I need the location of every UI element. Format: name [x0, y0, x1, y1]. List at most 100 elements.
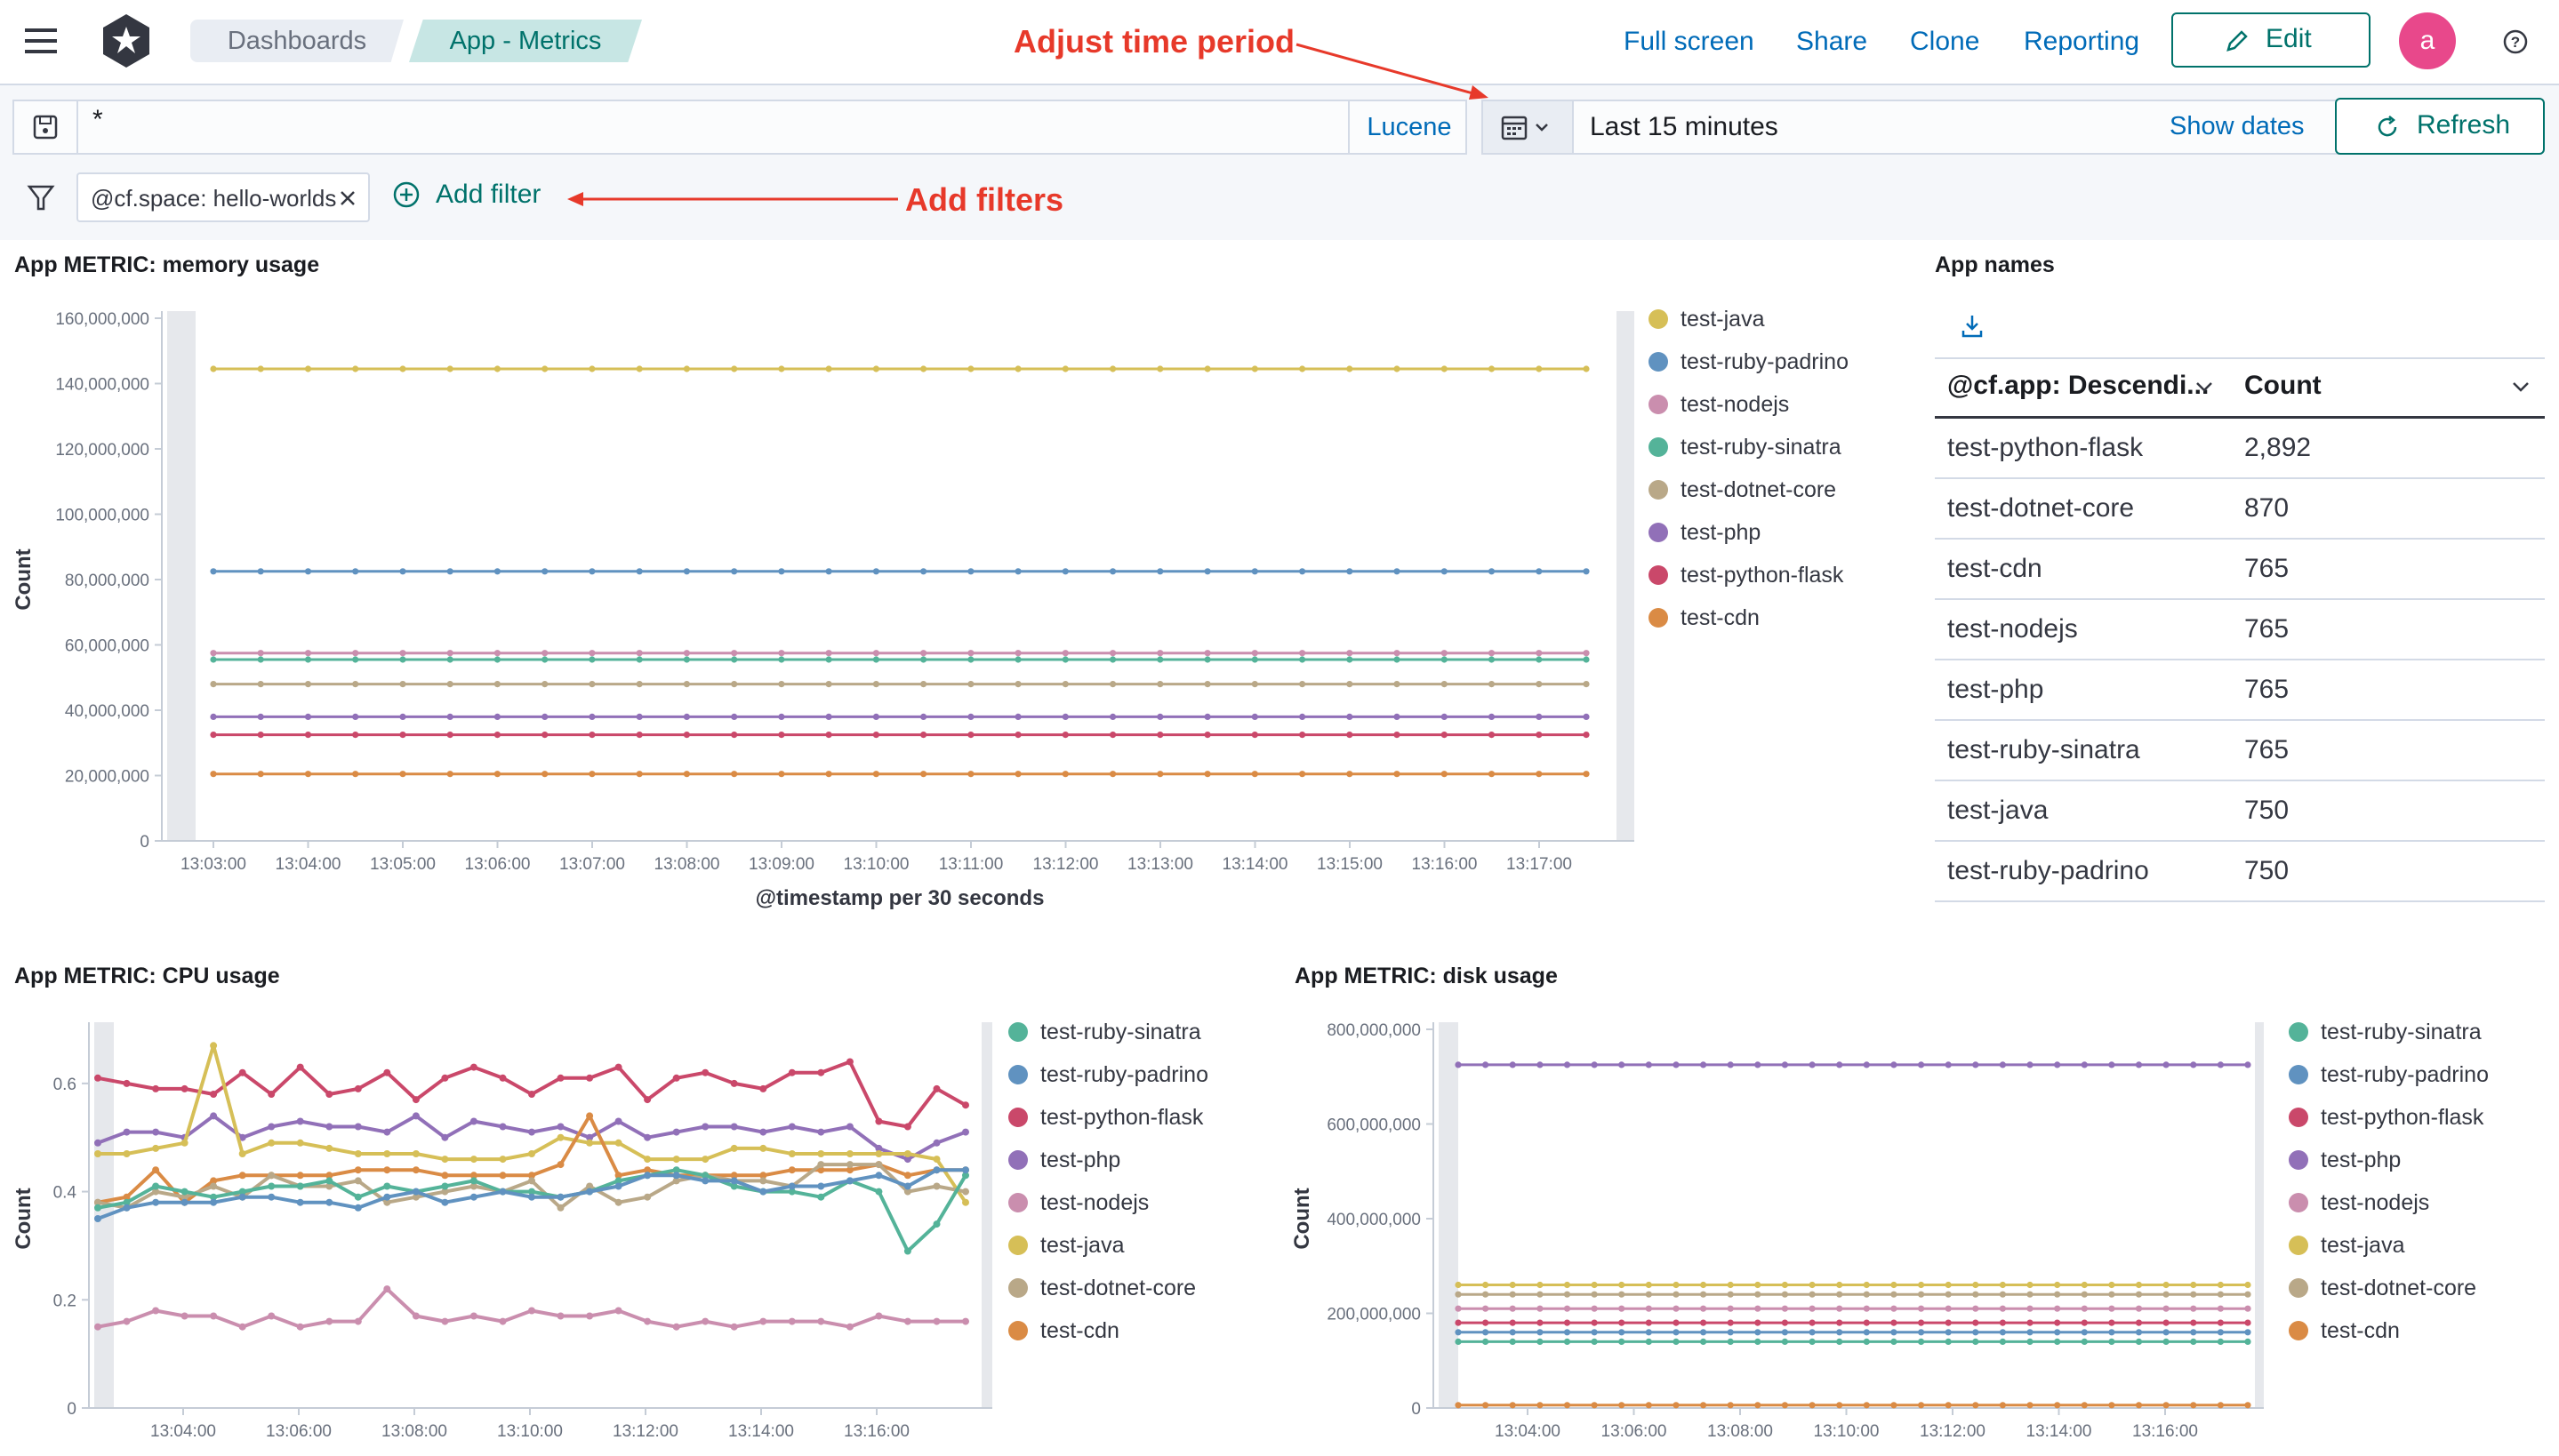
data-point-test-nodejs — [210, 650, 217, 657]
data-point-test-nodejs — [730, 1323, 738, 1331]
data-point-test-php — [1890, 1061, 1897, 1068]
data-point-test-python-flask — [1509, 1319, 1516, 1326]
x-tick-label: 13:10:00 — [844, 855, 910, 874]
data-point-test-cdn — [2026, 1402, 2034, 1409]
x-tick-label: 13:14:00 — [2026, 1422, 2092, 1441]
data-point-test-java — [2108, 1281, 2115, 1289]
data-point-test-ruby-sinatra — [541, 656, 549, 663]
legend-dot — [2289, 1236, 2308, 1255]
data-point-test-java — [1536, 365, 1543, 372]
data-point-test-java — [730, 1144, 738, 1152]
table-cell-count: 870 — [2232, 478, 2545, 540]
data-point-test-php — [875, 1144, 883, 1152]
download-icon[interactable] — [1960, 313, 1985, 340]
data-point-test-python-flask — [1536, 732, 1543, 739]
data-point-test-java — [1809, 1281, 1816, 1289]
data-point-test-ruby-sinatra — [1563, 1338, 1571, 1345]
data-point-test-ruby-sinatra — [1999, 1338, 2006, 1345]
data-point-test-java — [2190, 1281, 2197, 1289]
column-header-app[interactable]: @cf.app: Descendi... — [1935, 356, 2232, 419]
legend-label: test-cdn — [2321, 1318, 2400, 1343]
plus-circle-icon[interactable] — [391, 180, 421, 210]
data-point-test-java — [469, 1156, 477, 1164]
data-point-test-cdn — [1890, 1402, 1897, 1409]
help-icon[interactable]: ? — [2502, 28, 2529, 55]
data-point-test-cdn — [1482, 1402, 1489, 1409]
data-point-test-python-flask — [325, 1091, 333, 1098]
data-point-test-ruby-padrino — [1204, 568, 1211, 575]
kibana-logo-icon[interactable] — [100, 12, 153, 69]
data-point-test-ruby-padrino — [967, 568, 975, 575]
filter-pill[interactable]: @cf.space: hello-worlds — [76, 172, 370, 222]
reporting-button[interactable]: Reporting — [2024, 27, 2140, 56]
data-point-test-python-flask — [296, 1063, 304, 1071]
data-point-test-java — [1754, 1281, 1761, 1289]
data-point-test-cdn — [967, 771, 975, 778]
legend-dot — [2289, 1022, 2308, 1042]
time-range-label[interactable]: Last 15 minutes — [1590, 112, 1778, 141]
data-point-test-java — [846, 1150, 854, 1157]
data-point-test-dotnet-core — [412, 1193, 420, 1201]
data-point-test-nodejs — [846, 1323, 854, 1331]
data-point-test-nodejs — [325, 1317, 333, 1325]
data-point-test-cdn — [2244, 1402, 2251, 1409]
data-point-test-python-flask — [759, 1084, 767, 1092]
query-input[interactable]: * — [92, 105, 103, 134]
data-point-test-dotnet-core — [1488, 681, 1496, 688]
add-filter-button[interactable]: Add filter — [436, 180, 541, 209]
data-point-test-dotnet-core — [1015, 681, 1022, 688]
data-point-test-php — [210, 713, 217, 720]
query-bar: * Lucene Last 15 minutes Show dates Refr… — [0, 85, 2559, 165]
data-point-test-dotnet-core — [672, 1177, 680, 1185]
data-point-test-python-flask — [94, 1074, 101, 1082]
refresh-button[interactable]: Refresh — [2335, 98, 2545, 155]
breadcrumb-dashboards[interactable]: Dashboards — [190, 20, 404, 62]
data-point-test-java — [1945, 1281, 1952, 1289]
data-point-test-dotnet-core — [94, 1198, 101, 1206]
data-point-test-ruby-padrino — [493, 568, 501, 575]
data-point-test-nodejs — [2244, 1305, 2251, 1312]
data-point-test-cdn — [683, 771, 691, 778]
x-tick-label: 13:12:00 — [1033, 855, 1099, 874]
data-point-test-java — [399, 365, 406, 372]
data-point-test-php — [1972, 1061, 1979, 1068]
memory-chart: 0 20,000,000 40,000,000 60,000,000 80,000,00… — [12, 310, 1634, 910]
filter-icon[interactable] — [27, 183, 55, 213]
legend-label: test-ruby-padrino — [2321, 1062, 2489, 1087]
data-point-test-python-flask — [1440, 732, 1448, 739]
data-point-test-python-flask — [730, 1079, 738, 1087]
data-point-test-java — [962, 1198, 969, 1206]
data-point-test-cdn — [1509, 1402, 1516, 1409]
data-point-test-php — [1455, 1061, 1462, 1068]
data-point-test-php — [2026, 1061, 2034, 1068]
data-point-test-python-flask — [383, 1068, 391, 1076]
language-switcher[interactable]: Lucene — [1348, 101, 1469, 153]
quick-menu-button[interactable] — [1483, 101, 1574, 153]
data-point-test-dotnet-core — [1455, 1291, 1462, 1298]
clone-button[interactable]: Clone — [1910, 27, 1980, 56]
column-header-count[interactable]: Count — [2232, 356, 2545, 419]
close-icon[interactable] — [338, 188, 357, 208]
saved-query-button[interactable] — [14, 101, 78, 153]
data-point-test-ruby-sinatra — [1393, 656, 1400, 663]
data-point-test-cdn — [614, 1172, 622, 1180]
data-point-test-python-flask — [1204, 732, 1211, 739]
avatar[interactable]: a — [2399, 12, 2456, 69]
data-point-test-python-flask — [825, 732, 832, 739]
show-dates-button[interactable]: Show dates — [2170, 112, 2305, 140]
legend-dot — [2289, 1150, 2308, 1170]
legend-dot — [1008, 1065, 1028, 1084]
data-point-test-ruby-padrino — [210, 568, 217, 575]
column-header-label: Count — [2244, 371, 2322, 400]
data-point-test-php — [383, 1128, 391, 1136]
data-point-test-dotnet-core — [1157, 681, 1164, 688]
data-point-test-ruby-padrino — [180, 1198, 189, 1206]
edit-button[interactable]: Edit — [2171, 12, 2370, 68]
share-button[interactable]: Share — [1796, 27, 1868, 56]
menu-icon[interactable] — [25, 27, 59, 55]
full-screen-button[interactable]: Full screen — [1624, 27, 1754, 56]
data-point-test-dotnet-core — [1393, 681, 1400, 688]
data-point-test-ruby-sinatra — [1591, 1338, 1598, 1345]
data-point-test-ruby-sinatra — [1110, 656, 1117, 663]
data-point-test-nodejs — [2108, 1305, 2115, 1312]
